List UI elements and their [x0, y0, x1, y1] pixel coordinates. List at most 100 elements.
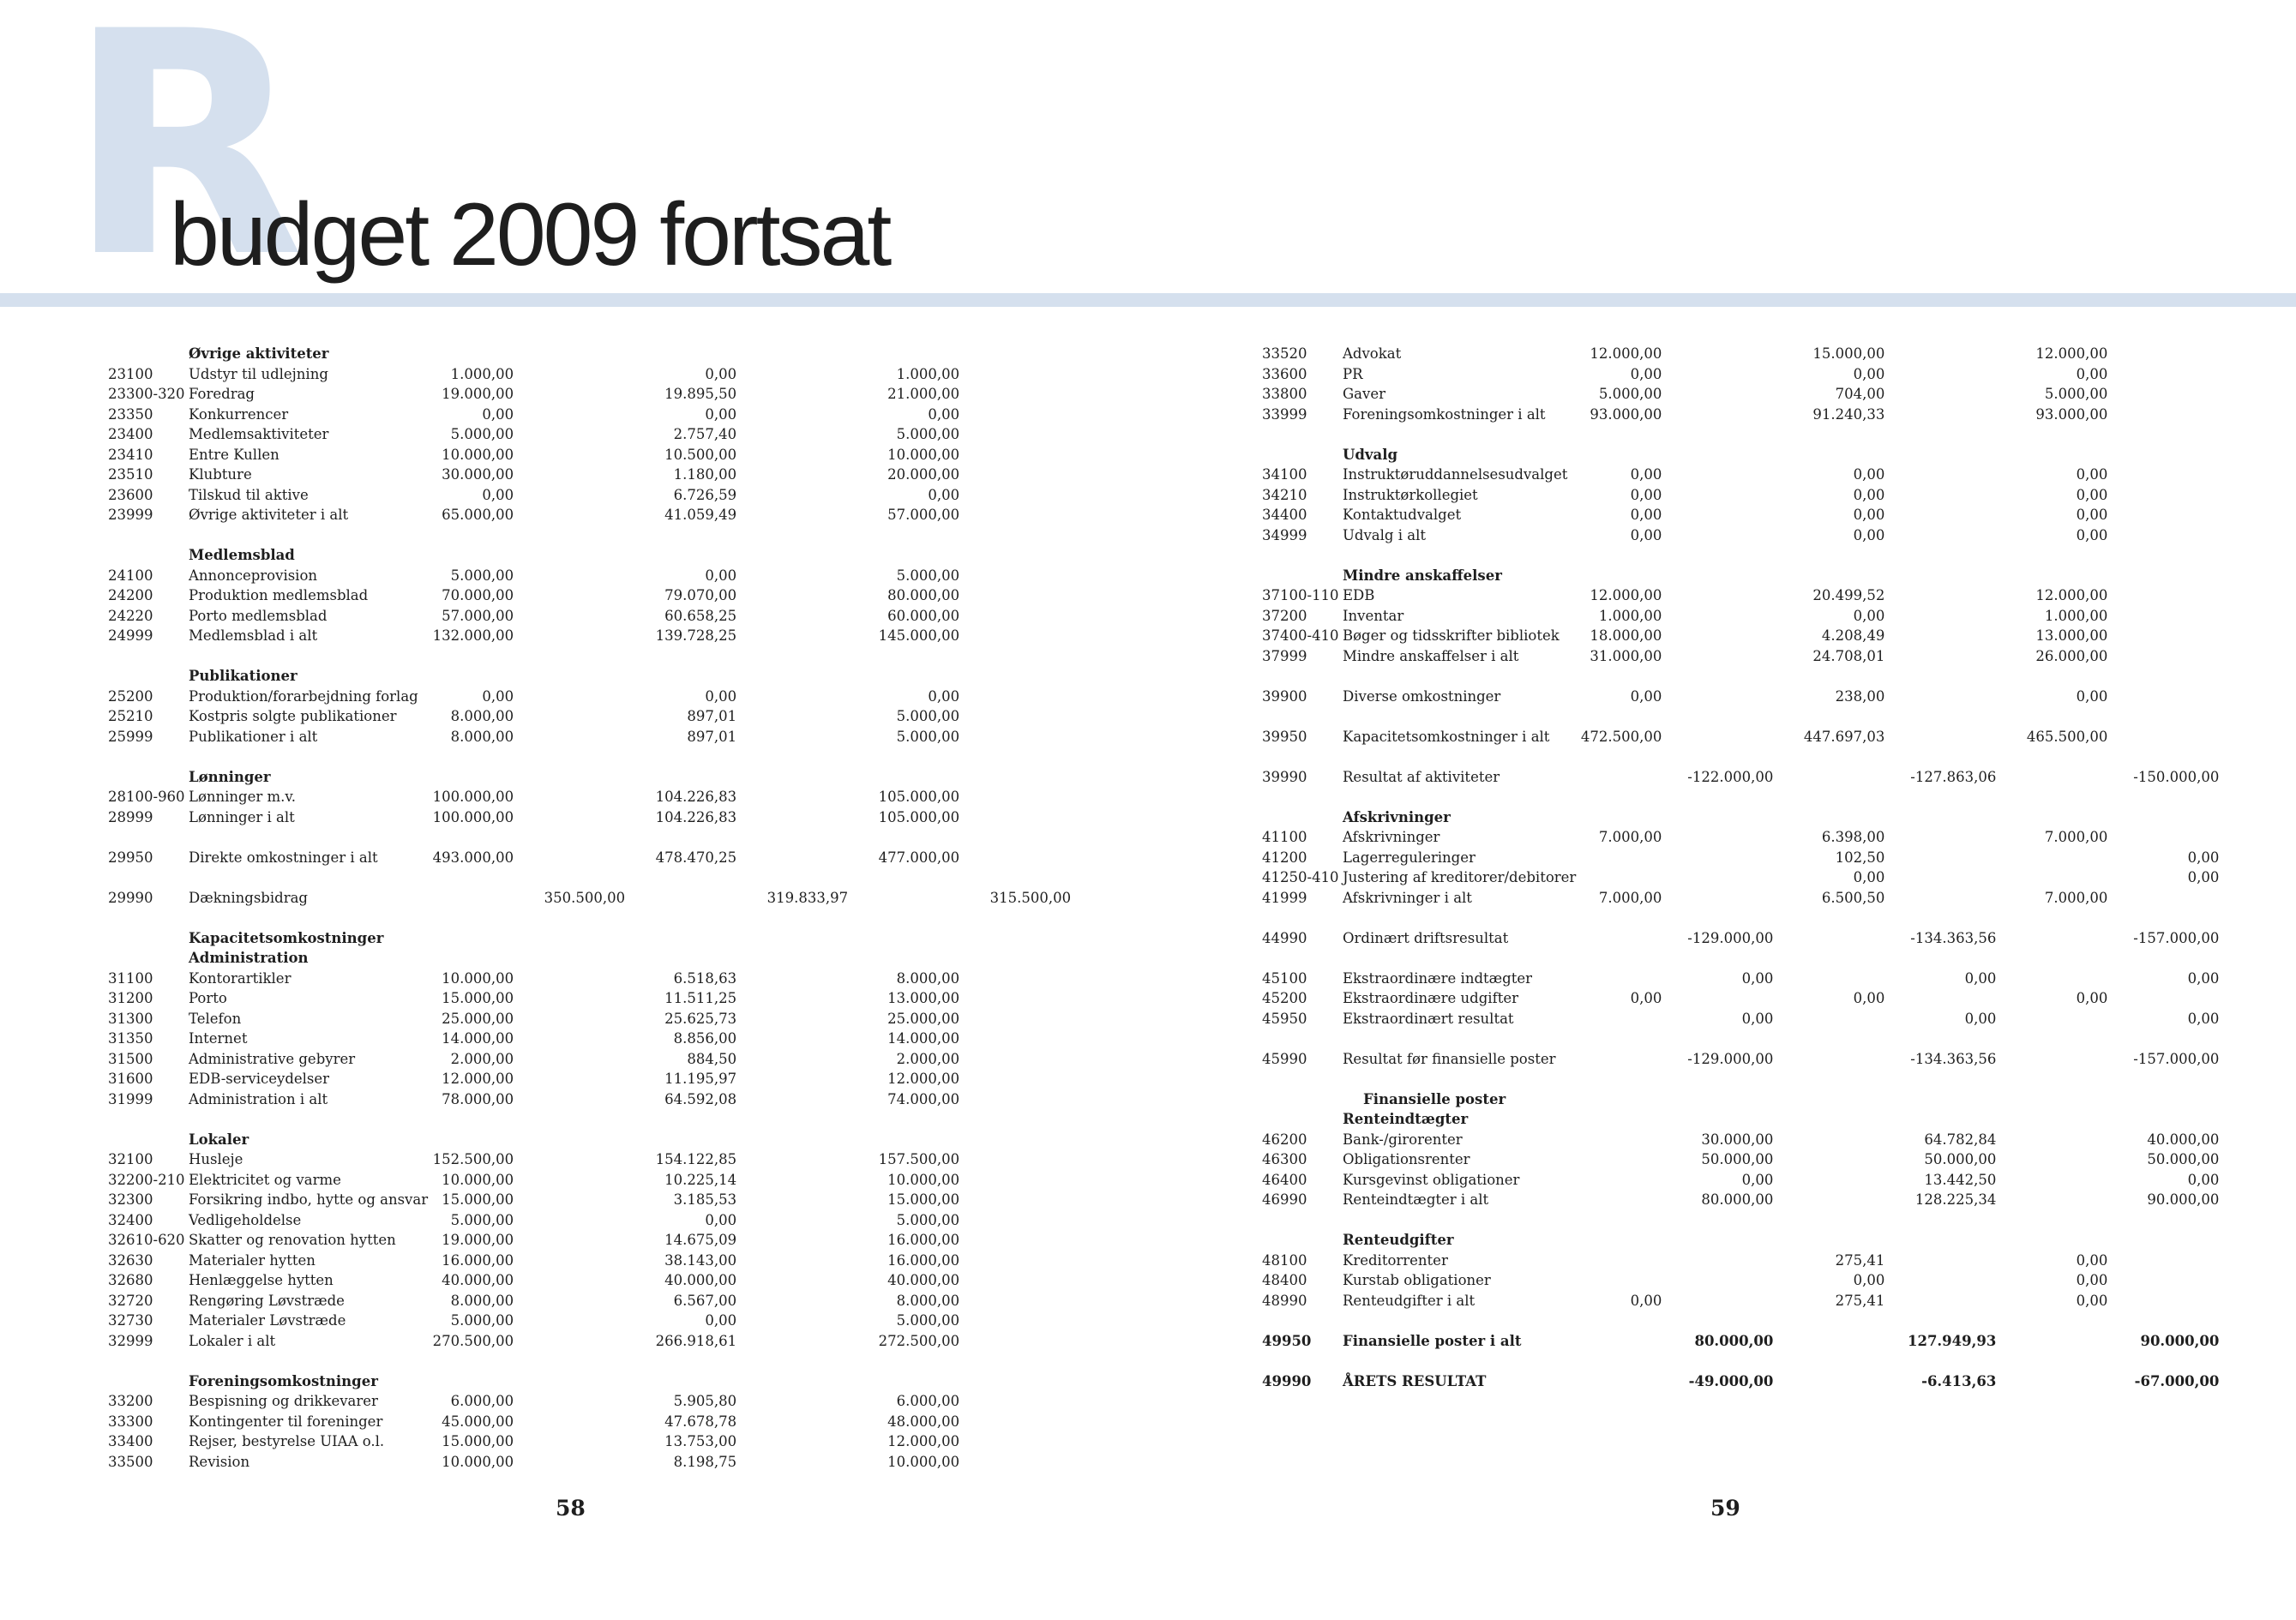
amount-a2: [1662, 364, 1773, 385]
amount-c2: [2107, 888, 2219, 909]
amount-c2: [959, 1412, 1071, 1432]
amount-c: 5.000,00: [896, 426, 960, 443]
amount-c2: [959, 465, 1071, 485]
amount-b: [1773, 1190, 1884, 1210]
amount-b: 1.180,00: [673, 466, 737, 483]
amount-b2: -127.863,06: [1910, 768, 1997, 785]
amount-c2: [2107, 687, 2219, 707]
account-code: 32100: [108, 1151, 153, 1168]
amount-c: 12.000,00: [2035, 587, 2108, 604]
amount-c: 16.000,00: [887, 1251, 960, 1269]
account-label: Renteindtægter i alt: [1343, 1191, 1489, 1209]
amount-c: 40.000,00: [887, 1272, 960, 1289]
account-code: 37999: [1262, 647, 1307, 664]
amount-a2: 80.000,00: [1694, 1332, 1774, 1349]
amount-b: 14.675,09: [664, 1232, 737, 1249]
amount-a2: [514, 405, 625, 425]
amount-b: 60.658,25: [664, 607, 737, 624]
amount-a2: [1662, 867, 1773, 888]
amount-b: 0,00: [1853, 526, 1885, 543]
amount-c2: 90.000,00: [2147, 1191, 2220, 1209]
table-row: 45990 Resultat før finansielle poster -129…: [1262, 1049, 2219, 1070]
amount-b: 2.757,40: [673, 426, 737, 443]
amount-b: 79.070,00: [664, 587, 737, 604]
amount-c: [1996, 1190, 2107, 1210]
amount-c: 0,00: [2076, 687, 2108, 705]
spacer-row: [108, 525, 1071, 546]
amount-a2: [1662, 848, 1773, 868]
amount-c2: [2107, 465, 2219, 485]
amount-c: 1.000,00: [2044, 607, 2108, 624]
amount-c: [1996, 1371, 2107, 1392]
amount-b2: [736, 1170, 848, 1191]
section-heading-row: Renteindtægter: [1262, 1109, 2219, 1130]
amount-a: 6.000,00: [450, 1393, 514, 1410]
account-label: Rengøring Løvstræde: [189, 1292, 345, 1309]
amount-a: 70.000,00: [442, 587, 514, 604]
heading-code-cell: [1262, 1089, 1343, 1110]
table-row: 44990 Ordinært driftsresultat -129.000,00 -…: [1262, 928, 2219, 949]
amount-c2: [2107, 384, 2219, 405]
amount-a: 19.000,00: [442, 386, 514, 403]
table-row: 23600 Tilskud til aktive 0,00 6.726,59 0,00: [108, 485, 1071, 506]
amount-b: [1773, 1149, 1884, 1170]
amount-a: 8.000,00: [450, 728, 514, 745]
amount-c2: 0,00: [2187, 1171, 2220, 1188]
spacer-cell: [108, 525, 1071, 546]
spacer-cell: [1262, 424, 2219, 445]
amount-b: [1773, 1170, 1884, 1191]
amount-a2: [514, 787, 625, 807]
account-code: 41200: [1262, 849, 1307, 866]
amount-b: 8.856,00: [673, 1030, 737, 1047]
amount-a: 5.000,00: [1598, 386, 1662, 403]
amount-b2: [736, 848, 848, 868]
amount-a: 18.000,00: [1590, 627, 1662, 645]
section-heading-row: Finansielle poster: [1262, 1089, 2219, 1110]
amount-b: [1773, 1009, 1884, 1029]
amount-b: 4.208,49: [1821, 627, 1885, 645]
amount-c2: [959, 606, 1071, 627]
account-code: 32610-620: [108, 1232, 185, 1249]
amount-a: [1576, 867, 1662, 888]
amount-b2: [736, 1270, 848, 1291]
amount-a: 12.000,00: [1590, 345, 1662, 363]
amount-a2: [514, 1270, 625, 1291]
table-row: 23510 Klubture 30.000,00 1.180,00 20.000,00: [108, 465, 1071, 485]
amount-b2: [736, 687, 848, 707]
account-label: Bøger og tidsskrifter bibliotek: [1343, 627, 1560, 645]
amount-a2: [514, 465, 625, 485]
amount-b: 6.518,63: [673, 969, 737, 987]
amount-b: 897,01: [687, 708, 737, 725]
account-code: 34999: [1262, 526, 1307, 543]
table-row: 23300-320 Foredrag 19.000,00 19.895,50 21.00…: [108, 384, 1071, 405]
amount-c: 0,00: [928, 486, 960, 503]
amount-a: 0,00: [1630, 526, 1662, 543]
spacer-cell: [1262, 747, 2219, 767]
account-code: 32730: [108, 1312, 153, 1329]
account-code: 46400: [1262, 1171, 1307, 1188]
amount-a2: -122.000,00: [1687, 768, 1774, 785]
table-row: 34400 Kontaktudvalget 0,00 0,00 0,00: [1262, 505, 2219, 525]
account-label: Materialer Løvstræde: [189, 1312, 346, 1329]
amount-c2: [959, 807, 1071, 828]
table-row: 32720 Rengøring Løvstræde 8.000,00 6.567,00…: [108, 1291, 1071, 1311]
amount-c2: [2107, 364, 2219, 385]
amount-a: 5.000,00: [450, 567, 514, 584]
amount-a: 10.000,00: [442, 1453, 514, 1470]
account-label: Ekstraordinært resultat: [1343, 1010, 1514, 1027]
spacer-cell: [1262, 1311, 2219, 1331]
amount-c: 157.500,00: [878, 1151, 960, 1168]
account-code: 49990: [1262, 1372, 1312, 1389]
account-label: Ordinært driftsresultat: [1343, 929, 1509, 946]
account-code: 25999: [108, 728, 153, 745]
amount-a: [1576, 848, 1662, 868]
amount-a: 25.000,00: [442, 1010, 514, 1027]
spacer-row: [108, 867, 1071, 888]
amount-c2: [959, 1069, 1071, 1089]
account-code: 23400: [108, 426, 153, 443]
account-code: 32999: [108, 1332, 153, 1349]
account-code: 33520: [1262, 345, 1307, 363]
amount-b: 0,00: [705, 567, 737, 584]
amount-b: [625, 888, 736, 909]
account-code: 23410: [108, 446, 153, 463]
